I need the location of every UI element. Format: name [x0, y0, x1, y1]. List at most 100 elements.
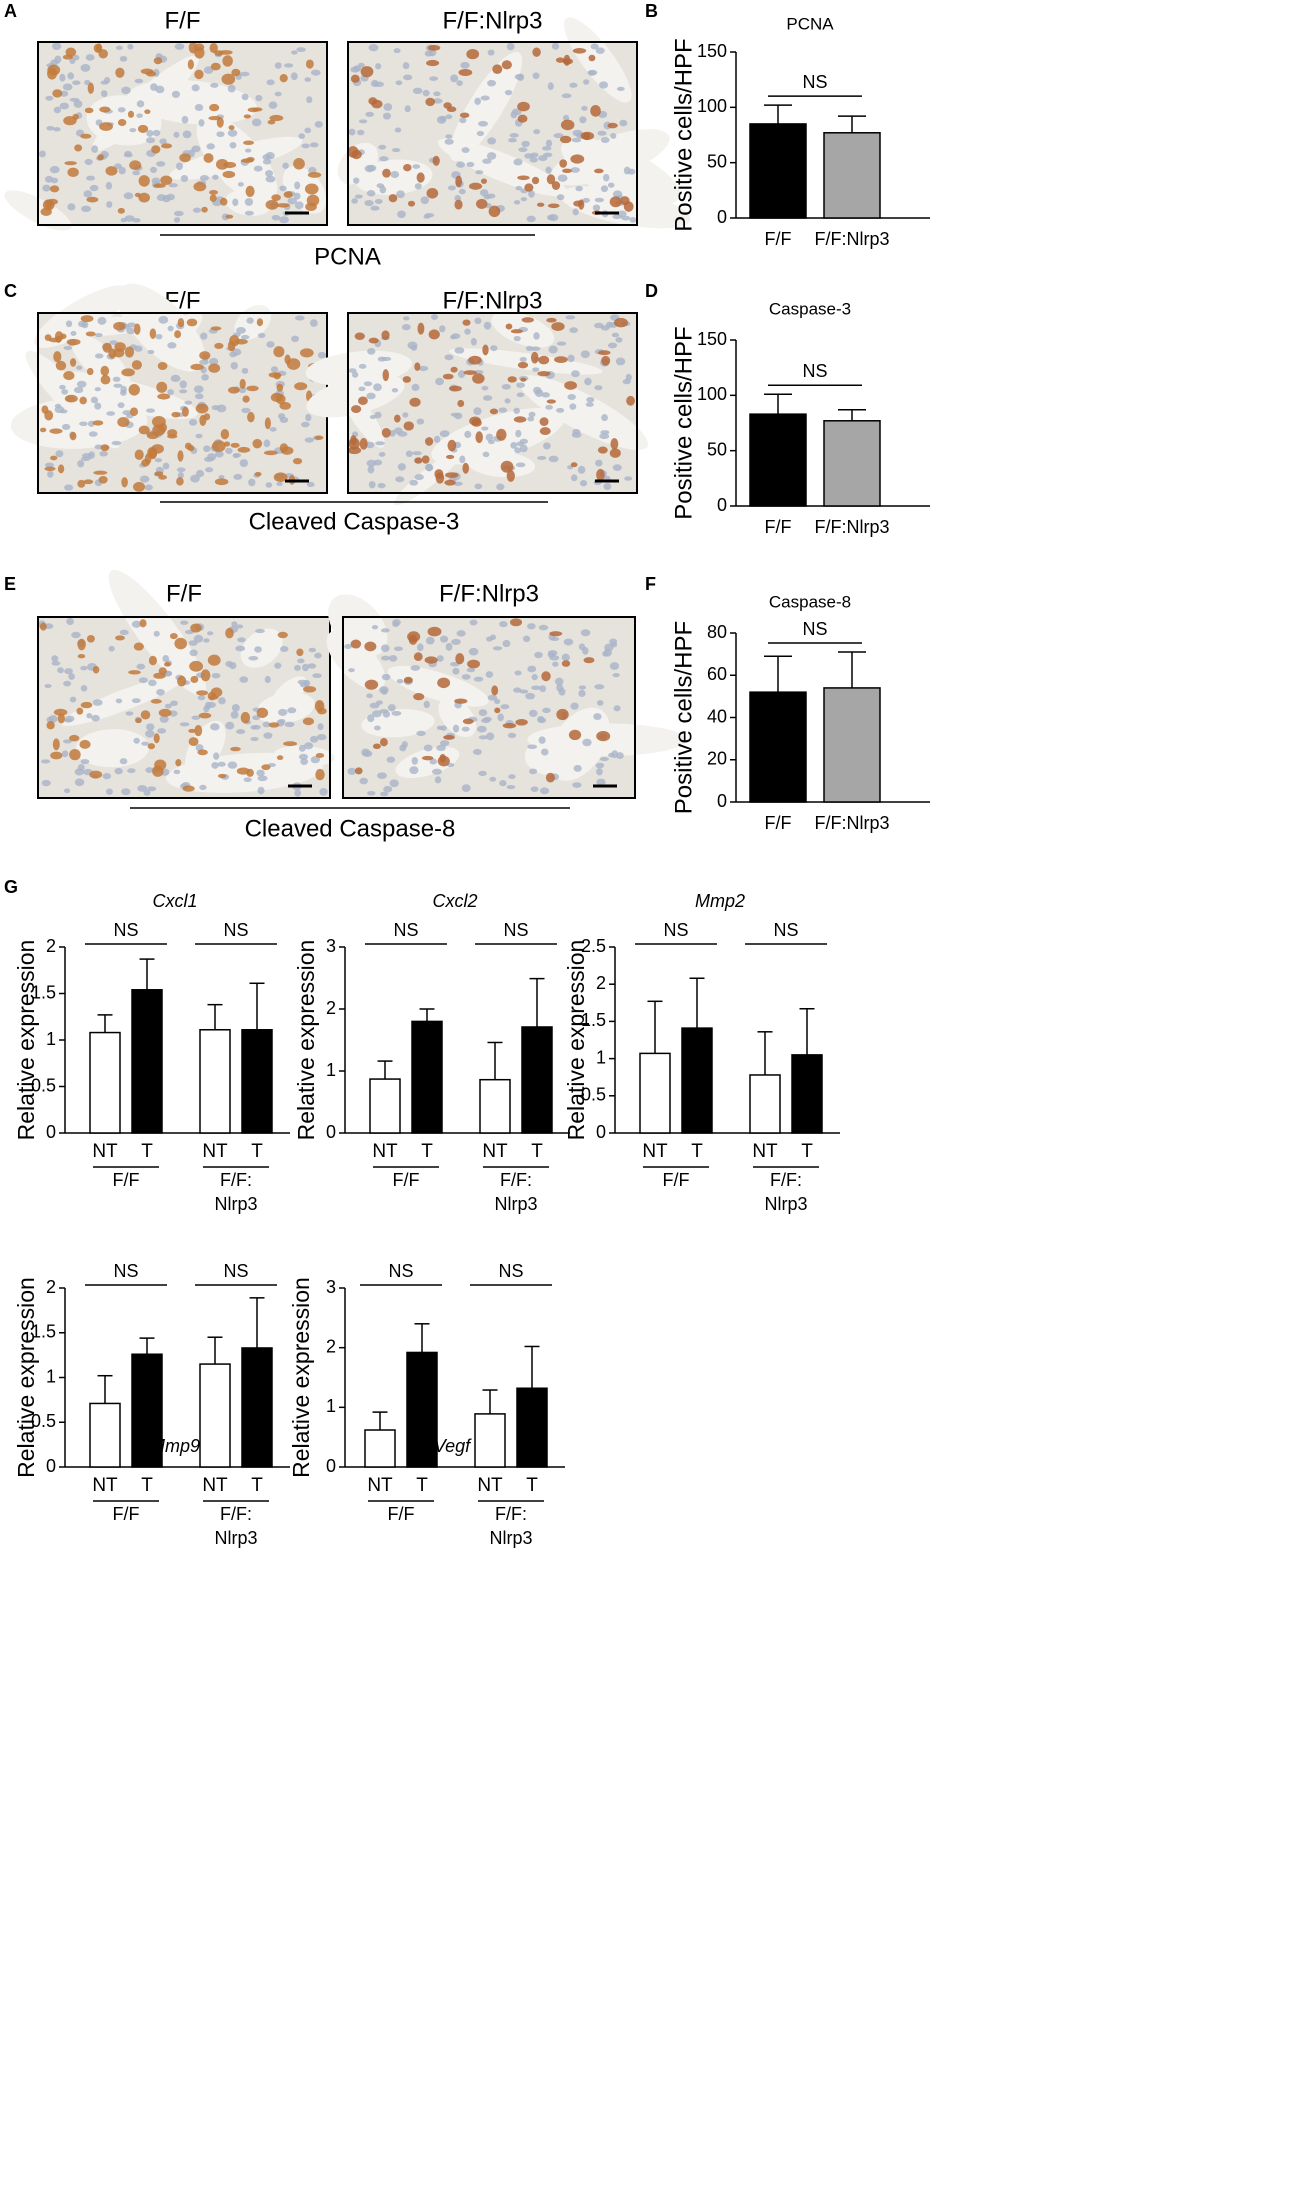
chart-title: Caspase-3: [769, 299, 851, 318]
nucleus: [65, 320, 73, 328]
nucleus: [203, 66, 214, 74]
nucleus: [613, 705, 621, 712]
nucleus: [459, 455, 466, 464]
nucleus: [466, 161, 475, 168]
nucleus: [80, 758, 90, 765]
nucleus: [250, 736, 259, 742]
stain: [167, 434, 178, 439]
x-tick-label: NT: [367, 1475, 393, 1496]
nucleus: [474, 97, 481, 105]
stain: [198, 712, 212, 719]
nucleus: [412, 87, 423, 95]
nucleus: [189, 649, 198, 657]
stain: [156, 381, 168, 393]
nucleus: [436, 655, 444, 662]
stain: [128, 670, 141, 675]
nucleus: [610, 132, 617, 139]
x-tick-label: T: [421, 1141, 433, 1162]
nucleus: [298, 744, 306, 752]
panel-letter: C: [4, 281, 17, 301]
chart-title: Cxcl1: [152, 891, 197, 911]
tubule: [563, 17, 632, 103]
stain: [434, 469, 444, 479]
nucleus: [615, 337, 623, 343]
nucleus: [430, 314, 439, 320]
stain: [521, 317, 535, 323]
nucleus: [94, 402, 102, 410]
nucleus: [264, 675, 271, 684]
stain: [421, 455, 430, 464]
error-bar: [419, 1008, 435, 1022]
bar: [131, 1353, 163, 1468]
y-tick-label: 0.5: [31, 1411, 56, 1431]
stain: [424, 656, 438, 664]
nucleus: [119, 55, 128, 62]
nucleus: [410, 665, 421, 671]
stain: [69, 358, 77, 367]
stain: [188, 728, 196, 733]
stain: [105, 166, 118, 176]
panel-letter: A: [4, 1, 17, 21]
stain: [222, 55, 233, 67]
micrograph: [337, 17, 691, 229]
nucleus: [157, 728, 167, 734]
stain: [350, 74, 360, 83]
nucleus: [291, 50, 298, 55]
nucleus: [374, 198, 383, 205]
error-bar: [689, 977, 705, 1029]
stain: [265, 199, 279, 210]
stain: [77, 479, 86, 488]
nucleus: [195, 469, 205, 478]
nucleus: [470, 337, 477, 346]
nucleus: [461, 726, 470, 732]
nucleus: [283, 63, 294, 68]
nucleus: [146, 130, 154, 137]
nucleus: [136, 113, 143, 118]
stain: [177, 450, 184, 462]
nucleus: [138, 677, 148, 684]
nucleus: [378, 452, 386, 457]
nucleus: [371, 625, 379, 630]
nucleus: [485, 433, 494, 442]
stain: [44, 466, 56, 471]
nucleus: [607, 342, 618, 349]
nucleus: [312, 673, 322, 679]
nucleus: [510, 111, 518, 119]
nucleus: [241, 407, 251, 414]
nucleus: [44, 683, 52, 689]
nucleus: [556, 194, 565, 201]
stain: [388, 194, 398, 203]
nucleus: [611, 332, 620, 338]
stain: [347, 446, 362, 455]
error-bar: [249, 982, 265, 1030]
stain: [69, 748, 81, 761]
nucleus: [508, 137, 517, 143]
nucleus: [389, 779, 399, 788]
nucleus: [50, 59, 59, 66]
nucleus: [61, 423, 71, 430]
stain: [547, 203, 560, 209]
stain: [115, 67, 125, 78]
nucleus: [572, 782, 582, 788]
nucleus: [194, 393, 204, 400]
tubule: [561, 137, 681, 205]
nucleus: [444, 354, 454, 361]
stain: [201, 206, 208, 213]
nucleus: [66, 617, 74, 626]
stain: [283, 191, 293, 198]
y-tick-label: 3: [326, 936, 336, 956]
nucleus: [213, 752, 220, 760]
stain: [294, 382, 308, 391]
nucleus: [350, 66, 360, 73]
nucleus: [117, 402, 125, 409]
nucleus: [229, 141, 237, 149]
nucleus: [106, 411, 116, 416]
micrograph: [326, 594, 686, 799]
stain: [208, 115, 222, 121]
y-tick-label: 2.5: [581, 936, 606, 956]
nucleus: [236, 326, 246, 334]
nucleus: [90, 396, 99, 404]
nucleus: [164, 703, 172, 709]
nucleus: [553, 133, 564, 139]
stain: [268, 372, 282, 378]
